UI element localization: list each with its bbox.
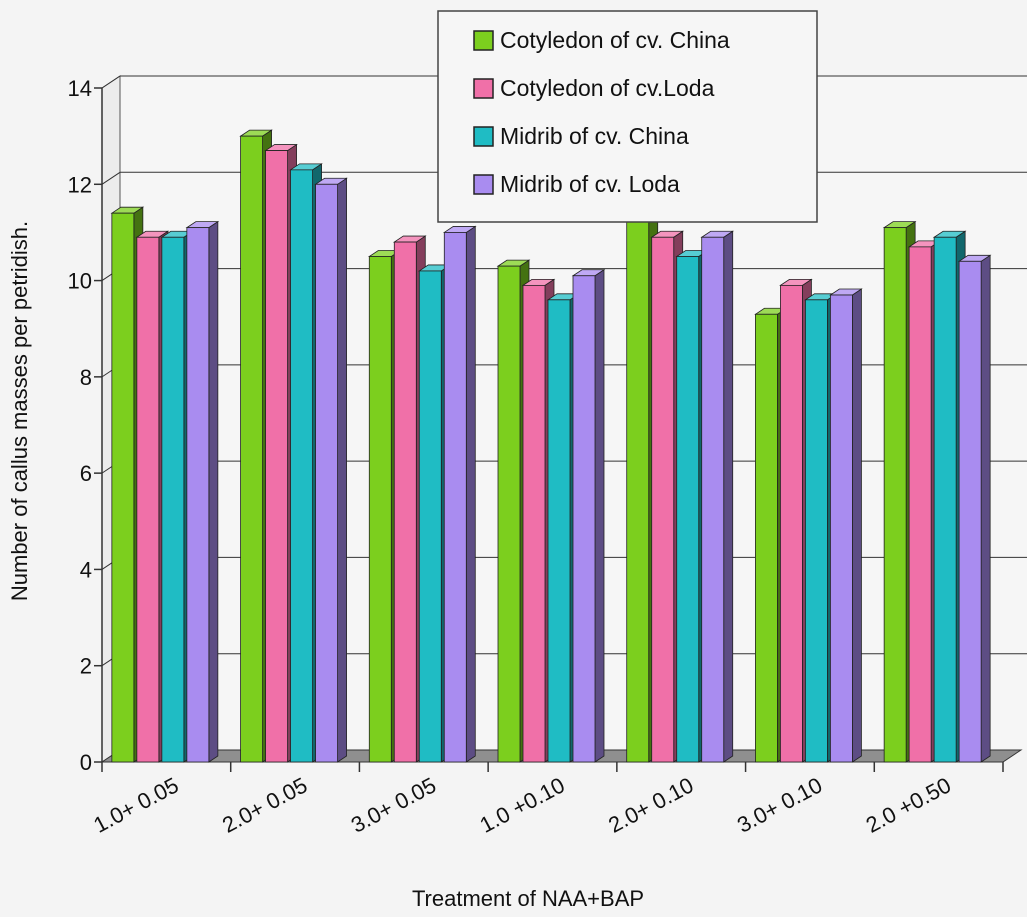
y-axis-ticks: 0 2 4 6 8 10 12 14 xyxy=(68,76,102,775)
bar-side xyxy=(724,231,733,762)
bar-side xyxy=(852,289,861,762)
bar-front xyxy=(702,237,724,762)
legend: Cotyledon of cv. China Cotyledon of cv.Lo… xyxy=(438,11,817,222)
bar-front xyxy=(548,300,570,762)
bar-side xyxy=(338,178,347,762)
bar-front xyxy=(187,228,209,762)
bar-5-4 xyxy=(702,231,733,762)
bar-front xyxy=(523,285,545,762)
bar-6-4 xyxy=(830,289,861,762)
bar-front xyxy=(444,232,466,762)
x-tick-label: 1.0 +0.10 xyxy=(476,772,569,837)
bar-front xyxy=(652,237,674,762)
x-tick-label: 1.0+ 0.05 xyxy=(89,772,182,837)
bar-7-4 xyxy=(959,255,990,762)
legend-swatch xyxy=(474,175,493,194)
bar-front xyxy=(369,257,391,763)
bar-front xyxy=(241,136,263,762)
bar-front xyxy=(627,208,649,762)
bar-front xyxy=(959,261,981,762)
y-tick-label: 6 xyxy=(80,461,92,486)
bar-front xyxy=(419,271,441,762)
y-tick-label: 12 xyxy=(68,172,92,197)
legend-swatch xyxy=(474,31,493,50)
bar-4-4 xyxy=(573,270,604,762)
legend-swatch xyxy=(474,79,493,98)
bar-front xyxy=(830,295,852,762)
bar-front xyxy=(573,276,595,762)
legend-swatch xyxy=(474,127,493,146)
x-axis-title: Treatment of NAA+BAP xyxy=(412,886,644,911)
bar-side xyxy=(209,222,218,762)
legend-label: Midrib of cv. China xyxy=(500,123,689,149)
y-axis-title: Number of callus masses per petridish. xyxy=(7,221,32,601)
legend-label: Cotyledon of cv. China xyxy=(500,27,730,53)
legend-item: Cotyledon of cv.Loda xyxy=(474,75,715,101)
bar-front xyxy=(394,242,416,762)
legend-label: Cotyledon of cv.Loda xyxy=(500,75,715,101)
bar-front xyxy=(780,285,802,762)
x-tick-label: 3.0+ 0.05 xyxy=(347,772,440,837)
bar-front xyxy=(909,247,931,762)
x-axis-ticks: 1.0+ 0.05 2.0+ 0.05 3.0+ 0.05 1.0 +0.10 2.0+… xyxy=(89,762,1003,838)
y-tick-label: 8 xyxy=(80,365,92,390)
y-tick-label: 14 xyxy=(68,76,92,101)
bar-side xyxy=(466,226,475,762)
y-tick-label: 2 xyxy=(80,654,92,679)
legend-item: Midrib of cv. China xyxy=(474,123,689,149)
x-tick-label: 2.0+ 0.05 xyxy=(218,772,311,837)
legend-item: Cotyledon of cv. China xyxy=(474,27,730,53)
legend-label: Midrib of cv. Loda xyxy=(500,171,680,197)
x-tick-label: 3.0+ 0.10 xyxy=(733,772,826,837)
bar-front xyxy=(316,184,338,762)
bar-front xyxy=(884,228,906,762)
bar-2-4 xyxy=(316,178,347,762)
y-tick-label: 4 xyxy=(80,557,92,582)
x-tick-label: 2.0 +0.50 xyxy=(862,772,955,837)
bar-front xyxy=(805,300,827,762)
x-tick-label: 2.0+ 0.10 xyxy=(604,772,697,837)
bar-front xyxy=(162,237,184,762)
bar-3-4 xyxy=(444,226,475,762)
bar-side xyxy=(981,255,990,762)
bar-front xyxy=(112,213,134,762)
legend-item: Midrib of cv. Loda xyxy=(474,171,680,197)
bar-front xyxy=(677,257,699,763)
bar-side xyxy=(595,270,604,762)
bar-front xyxy=(498,266,520,762)
bar-1-4 xyxy=(187,222,218,762)
bar-front xyxy=(755,314,777,762)
y-tick-label: 0 xyxy=(80,750,92,775)
bar-front xyxy=(137,237,159,762)
bar-front xyxy=(291,170,313,762)
y-tick-label: 10 xyxy=(68,269,92,294)
bar-front xyxy=(266,151,288,762)
bar-front xyxy=(934,237,956,762)
